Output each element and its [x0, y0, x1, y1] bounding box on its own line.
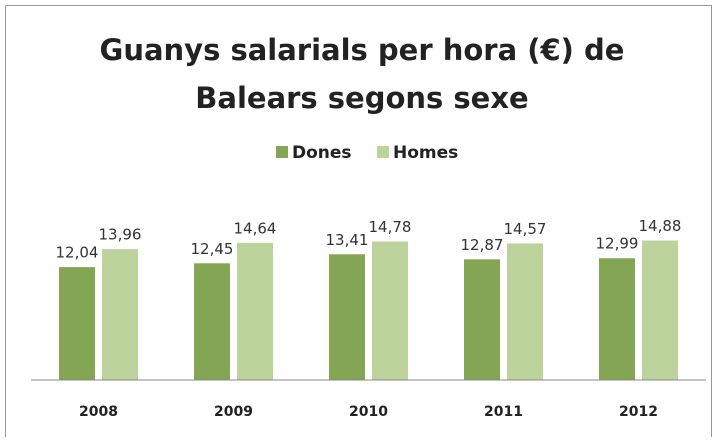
bar: [642, 240, 678, 380]
x-tick-label: 2008: [79, 404, 118, 420]
data-label: 13,96: [99, 226, 142, 244]
chart-title: Guanys salarials per hora (€) de: [100, 33, 625, 67]
data-label: 14,88: [639, 217, 682, 235]
data-label: 14,78: [369, 218, 412, 236]
bar: [507, 243, 543, 380]
legend-swatch: [276, 146, 288, 158]
bar: [194, 263, 230, 380]
x-tick-label: 2010: [349, 404, 388, 420]
x-tick-label: 2011: [484, 404, 523, 420]
bar: [59, 267, 95, 380]
data-label: 12,87: [461, 236, 504, 254]
bar: [464, 259, 500, 380]
chart-title: Balears segons sexe: [195, 81, 528, 115]
x-tick-label: 2009: [214, 404, 253, 420]
data-label: 13,41: [326, 231, 369, 249]
legend-label: Dones: [292, 143, 352, 163]
data-label: 14,57: [504, 220, 547, 238]
data-label: 12,45: [191, 240, 234, 258]
bar: [372, 241, 408, 380]
x-tick-label: 2012: [619, 404, 658, 420]
bar: [102, 249, 138, 380]
data-label: 14,64: [234, 219, 277, 237]
data-label: 12,04: [56, 244, 99, 262]
legend-label: Homes: [393, 143, 458, 163]
legend-swatch: [377, 146, 389, 158]
bar: [599, 258, 635, 380]
bar: [329, 254, 365, 380]
bar: [237, 242, 273, 380]
data-label: 12,99: [596, 235, 639, 253]
